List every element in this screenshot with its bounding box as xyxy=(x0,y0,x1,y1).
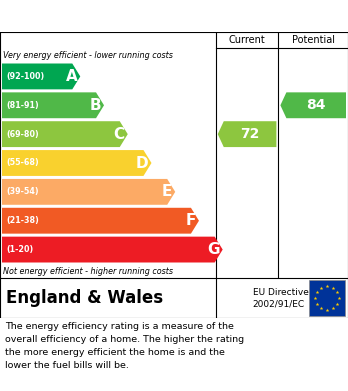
Text: 72: 72 xyxy=(240,127,260,141)
Text: 84: 84 xyxy=(307,98,326,112)
Text: Potential: Potential xyxy=(292,35,335,45)
Text: (1-20): (1-20) xyxy=(6,245,33,254)
Polygon shape xyxy=(2,150,151,176)
Text: Current: Current xyxy=(229,35,266,45)
Text: (81-91): (81-91) xyxy=(6,101,39,110)
Text: (39-54): (39-54) xyxy=(6,187,39,196)
Text: E: E xyxy=(162,185,172,199)
Polygon shape xyxy=(2,237,223,262)
Polygon shape xyxy=(2,92,104,118)
Polygon shape xyxy=(280,92,346,118)
Polygon shape xyxy=(2,179,175,205)
Text: C: C xyxy=(113,127,125,142)
Polygon shape xyxy=(2,208,199,234)
Text: B: B xyxy=(89,98,101,113)
Text: D: D xyxy=(136,156,149,170)
Text: England & Wales: England & Wales xyxy=(6,289,163,307)
Text: Not energy efficient - higher running costs: Not energy efficient - higher running co… xyxy=(3,267,173,276)
Text: The energy efficiency rating is a measure of the
overall efficiency of a home. T: The energy efficiency rating is a measur… xyxy=(5,322,244,369)
Text: Energy Efficiency Rating: Energy Efficiency Rating xyxy=(7,9,228,23)
Polygon shape xyxy=(218,121,276,147)
Polygon shape xyxy=(2,121,128,147)
Text: (92-100): (92-100) xyxy=(6,72,44,81)
Polygon shape xyxy=(2,63,80,90)
Text: (21-38): (21-38) xyxy=(6,216,39,225)
Text: F: F xyxy=(185,213,196,228)
Text: (69-80): (69-80) xyxy=(6,130,39,139)
Text: Very energy efficient - lower running costs: Very energy efficient - lower running co… xyxy=(3,50,173,59)
Text: (55-68): (55-68) xyxy=(6,158,39,167)
Text: A: A xyxy=(65,69,77,84)
Bar xyxy=(309,280,345,316)
Text: G: G xyxy=(207,242,220,257)
Text: EU Directive
2002/91/EC: EU Directive 2002/91/EC xyxy=(253,288,309,308)
